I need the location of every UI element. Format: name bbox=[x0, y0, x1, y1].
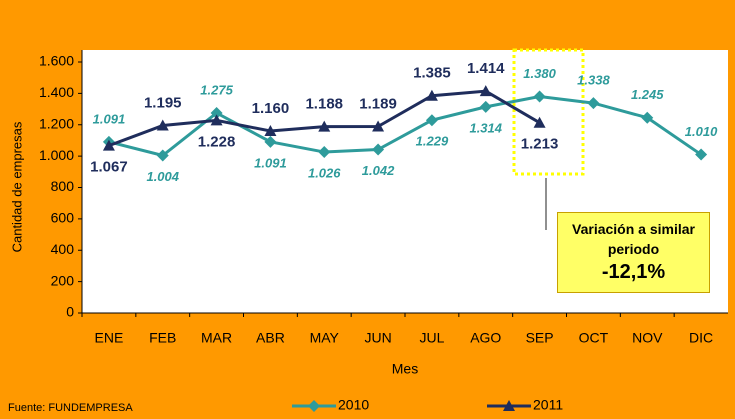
marker bbox=[264, 125, 277, 137]
data-label: 1.385 bbox=[413, 65, 451, 82]
highlight-box bbox=[512, 48, 585, 176]
marker bbox=[318, 120, 331, 132]
marker bbox=[533, 90, 546, 103]
y-tick-label: 800 bbox=[51, 178, 75, 194]
marker bbox=[587, 97, 600, 110]
x-tick-label: ABR bbox=[256, 330, 285, 346]
data-label: 1.275 bbox=[200, 82, 233, 97]
x-tick-label: MAY bbox=[310, 330, 340, 346]
x-tick-label: NOV bbox=[632, 330, 663, 346]
y-tick-label: 1.000 bbox=[39, 147, 74, 163]
x-tick-label: OCT bbox=[579, 330, 609, 346]
marker bbox=[102, 139, 115, 151]
marker bbox=[479, 85, 492, 97]
y-tick-label: 600 bbox=[51, 210, 75, 226]
marker bbox=[156, 149, 169, 162]
y-tick-label: 0 bbox=[66, 304, 74, 320]
y-tick-label: 1.600 bbox=[39, 53, 74, 69]
legend-label: 2010 bbox=[338, 397, 369, 413]
marker bbox=[308, 400, 320, 412]
x-tick-label: DIC bbox=[689, 330, 713, 346]
data-label: 1.380 bbox=[523, 66, 556, 81]
data-label: 1.338 bbox=[577, 73, 610, 88]
marker bbox=[425, 89, 438, 101]
data-label: 1.091 bbox=[93, 111, 126, 126]
marker bbox=[210, 114, 223, 126]
data-label: 1.228 bbox=[198, 133, 236, 150]
y-axis-label: Cantidad de empresas bbox=[9, 121, 24, 252]
marker bbox=[503, 400, 515, 411]
y-tick-label: 400 bbox=[51, 241, 75, 257]
data-label: 1.091 bbox=[254, 155, 287, 170]
x-tick-label: FEB bbox=[149, 330, 176, 346]
data-label: 1.245 bbox=[631, 87, 664, 102]
data-label: 1.042 bbox=[362, 163, 395, 178]
marker bbox=[372, 143, 385, 156]
data-label: 1.189 bbox=[359, 95, 397, 112]
marker bbox=[264, 135, 277, 148]
x-axis-label: Mes bbox=[392, 361, 418, 377]
annotation-value: -12,1% bbox=[601, 261, 666, 283]
data-label: 1.213 bbox=[521, 136, 559, 153]
data-label: 1.160 bbox=[252, 100, 290, 117]
marker bbox=[210, 106, 223, 119]
annotation-text: Variación a similar periodo bbox=[572, 221, 695, 257]
data-label: 1.004 bbox=[146, 169, 179, 184]
marker bbox=[372, 120, 385, 132]
marker bbox=[695, 148, 708, 161]
marker bbox=[425, 114, 438, 127]
data-label: 1.195 bbox=[144, 95, 182, 112]
marker bbox=[533, 116, 546, 128]
y-tick-label: 1.400 bbox=[39, 84, 74, 100]
source: Fuente: FUNDEMPRESA bbox=[8, 402, 133, 414]
data-label: 1.229 bbox=[416, 134, 449, 149]
annotation: Variación a similar periodo -12,1% bbox=[557, 212, 710, 293]
data-label: 1.067 bbox=[90, 159, 128, 176]
x-tick-label: AGO bbox=[470, 330, 501, 346]
data-label: 1.188 bbox=[305, 96, 343, 113]
data-label: 1.314 bbox=[469, 120, 502, 135]
y-tick-label: 1.200 bbox=[39, 115, 74, 131]
x-tick-label: SEP bbox=[526, 330, 554, 346]
marker bbox=[156, 119, 169, 131]
marker bbox=[318, 146, 331, 159]
legend-label: 2011 bbox=[533, 397, 563, 413]
x-tick-label: JUL bbox=[419, 330, 444, 346]
x-tick-label: ENE bbox=[95, 330, 124, 346]
marker bbox=[479, 100, 492, 113]
marker bbox=[641, 111, 654, 124]
data-label: 1.010 bbox=[685, 124, 718, 139]
x-tick-label: MAR bbox=[201, 330, 232, 346]
x-tick-label: JUN bbox=[364, 330, 391, 346]
data-label: 1.026 bbox=[308, 165, 341, 180]
data-label: 1.414 bbox=[467, 60, 505, 77]
y-tick-label: 200 bbox=[51, 272, 75, 288]
